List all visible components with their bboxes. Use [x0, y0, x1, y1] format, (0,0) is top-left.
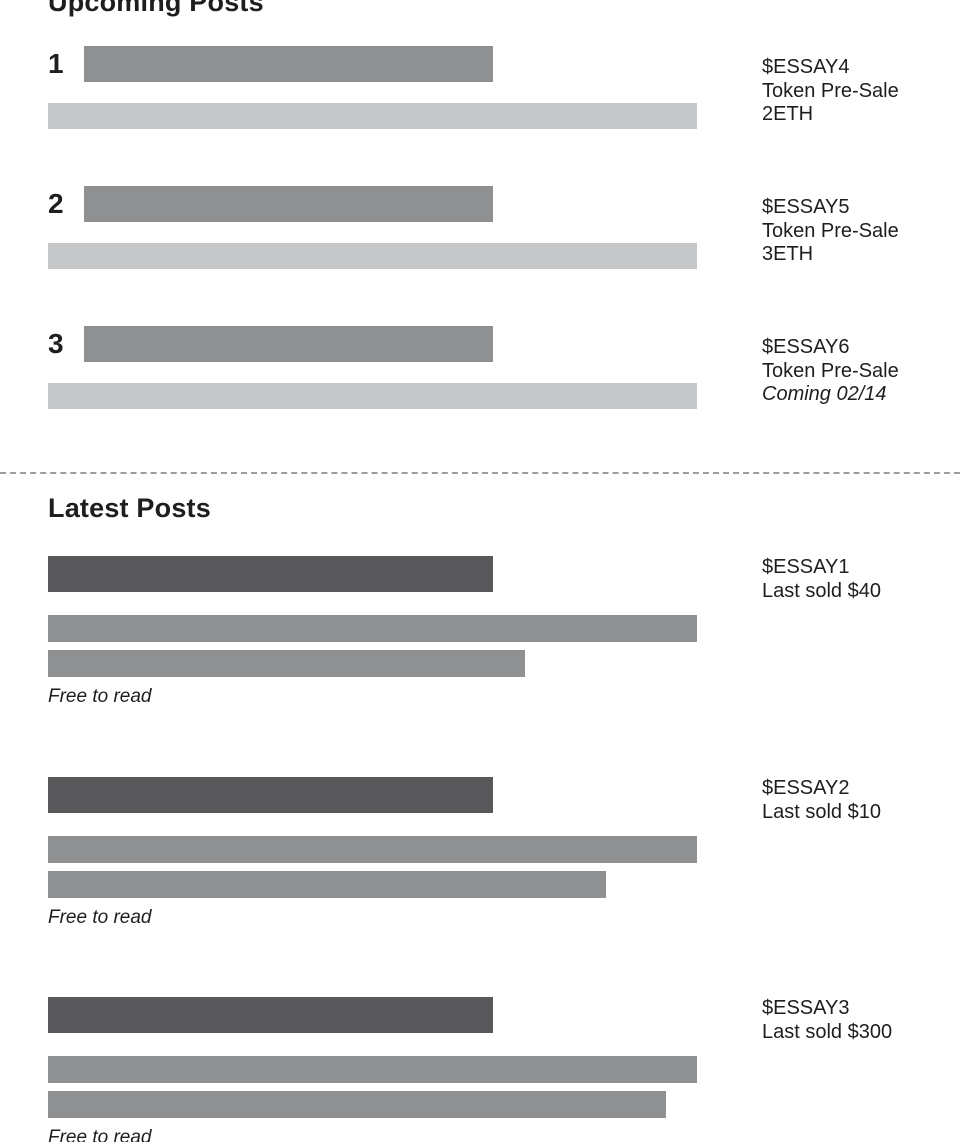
post-number: 2 — [48, 188, 64, 219]
latest-post-row: Free to read $ESSAY1 Last sold $40 — [0, 556, 960, 776]
post-meta: $ESSAY5 Token Pre-Sale 3ETH — [762, 196, 899, 267]
post-meta: $ESSAY6 Token Pre-Sale Coming 02/14 — [762, 336, 899, 407]
post-text-placeholder-bar — [48, 871, 606, 898]
presale-label: Token Pre-Sale — [762, 219, 899, 242]
post-subtitle-placeholder-bar — [48, 243, 697, 269]
post-meta: $ESSAY4 Token Pre-Sale 2ETH — [762, 56, 899, 127]
presale-label: Token Pre-Sale — [762, 359, 899, 382]
token-ticker-label: $ESSAY1 — [762, 556, 850, 578]
latest-post-row: Free to read $ESSAY2 Last sold $10 — [0, 777, 960, 997]
price-label: 2ETH — [762, 103, 814, 125]
upcoming-post-row: 1 $ESSAY4 Token Pre-Sale 2ETH — [0, 46, 960, 186]
latest-posts-heading: Latest Posts — [48, 493, 211, 523]
free-to-read-label: Free to read — [48, 1127, 152, 1142]
upcoming-post-row: 3 $ESSAY6 Token Pre-Sale Coming 02/14 — [0, 326, 960, 466]
post-meta: $ESSAY3 Last sold $300 — [762, 997, 892, 1044]
post-number: 3 — [48, 328, 64, 359]
post-text-placeholder-bar — [48, 1056, 697, 1083]
token-ticker-label: $ESSAY6 — [762, 336, 850, 358]
post-text-placeholder-bar — [48, 1091, 666, 1118]
post-meta: $ESSAY1 Last sold $40 — [762, 556, 881, 603]
latest-post-row: Free to read $ESSAY3 Last sold $300 — [0, 997, 960, 1142]
post-title-placeholder-bar[interactable] — [48, 556, 493, 592]
post-title-placeholder-bar[interactable] — [84, 46, 493, 82]
price-label: 3ETH — [762, 243, 814, 265]
post-title-placeholder-bar[interactable] — [84, 186, 493, 222]
upcoming-posts-heading: Upcoming Posts — [48, 0, 264, 17]
post-text-placeholder-bar — [48, 615, 697, 642]
post-title-placeholder-bar[interactable] — [84, 326, 493, 362]
post-text-placeholder-bar — [48, 650, 525, 677]
last-sold-label: Last sold $40 — [762, 579, 881, 602]
token-ticker-label: $ESSAY5 — [762, 196, 850, 218]
post-title-placeholder-bar[interactable] — [48, 777, 493, 813]
post-subtitle-placeholder-bar — [48, 383, 697, 409]
coming-date-label: Coming 02/14 — [762, 383, 887, 405]
post-title-placeholder-bar[interactable] — [48, 997, 493, 1033]
post-number: 1 — [48, 48, 64, 79]
post-subtitle-placeholder-bar — [48, 103, 697, 129]
token-ticker-label: $ESSAY4 — [762, 56, 850, 78]
dotted-section-divider — [0, 472, 960, 474]
upcoming-post-row: 2 $ESSAY5 Token Pre-Sale 3ETH — [0, 186, 960, 326]
free-to-read-label: Free to read — [48, 686, 152, 707]
post-meta: $ESSAY2 Last sold $10 — [762, 777, 881, 824]
presale-label: Token Pre-Sale — [762, 79, 899, 102]
post-text-placeholder-bar — [48, 836, 697, 863]
token-ticker-label: $ESSAY3 — [762, 997, 850, 1019]
last-sold-label: Last sold $300 — [762, 1020, 893, 1043]
free-to-read-label: Free to read — [48, 907, 152, 928]
last-sold-label: Last sold $10 — [762, 800, 881, 823]
token-ticker-label: $ESSAY2 — [762, 777, 850, 799]
